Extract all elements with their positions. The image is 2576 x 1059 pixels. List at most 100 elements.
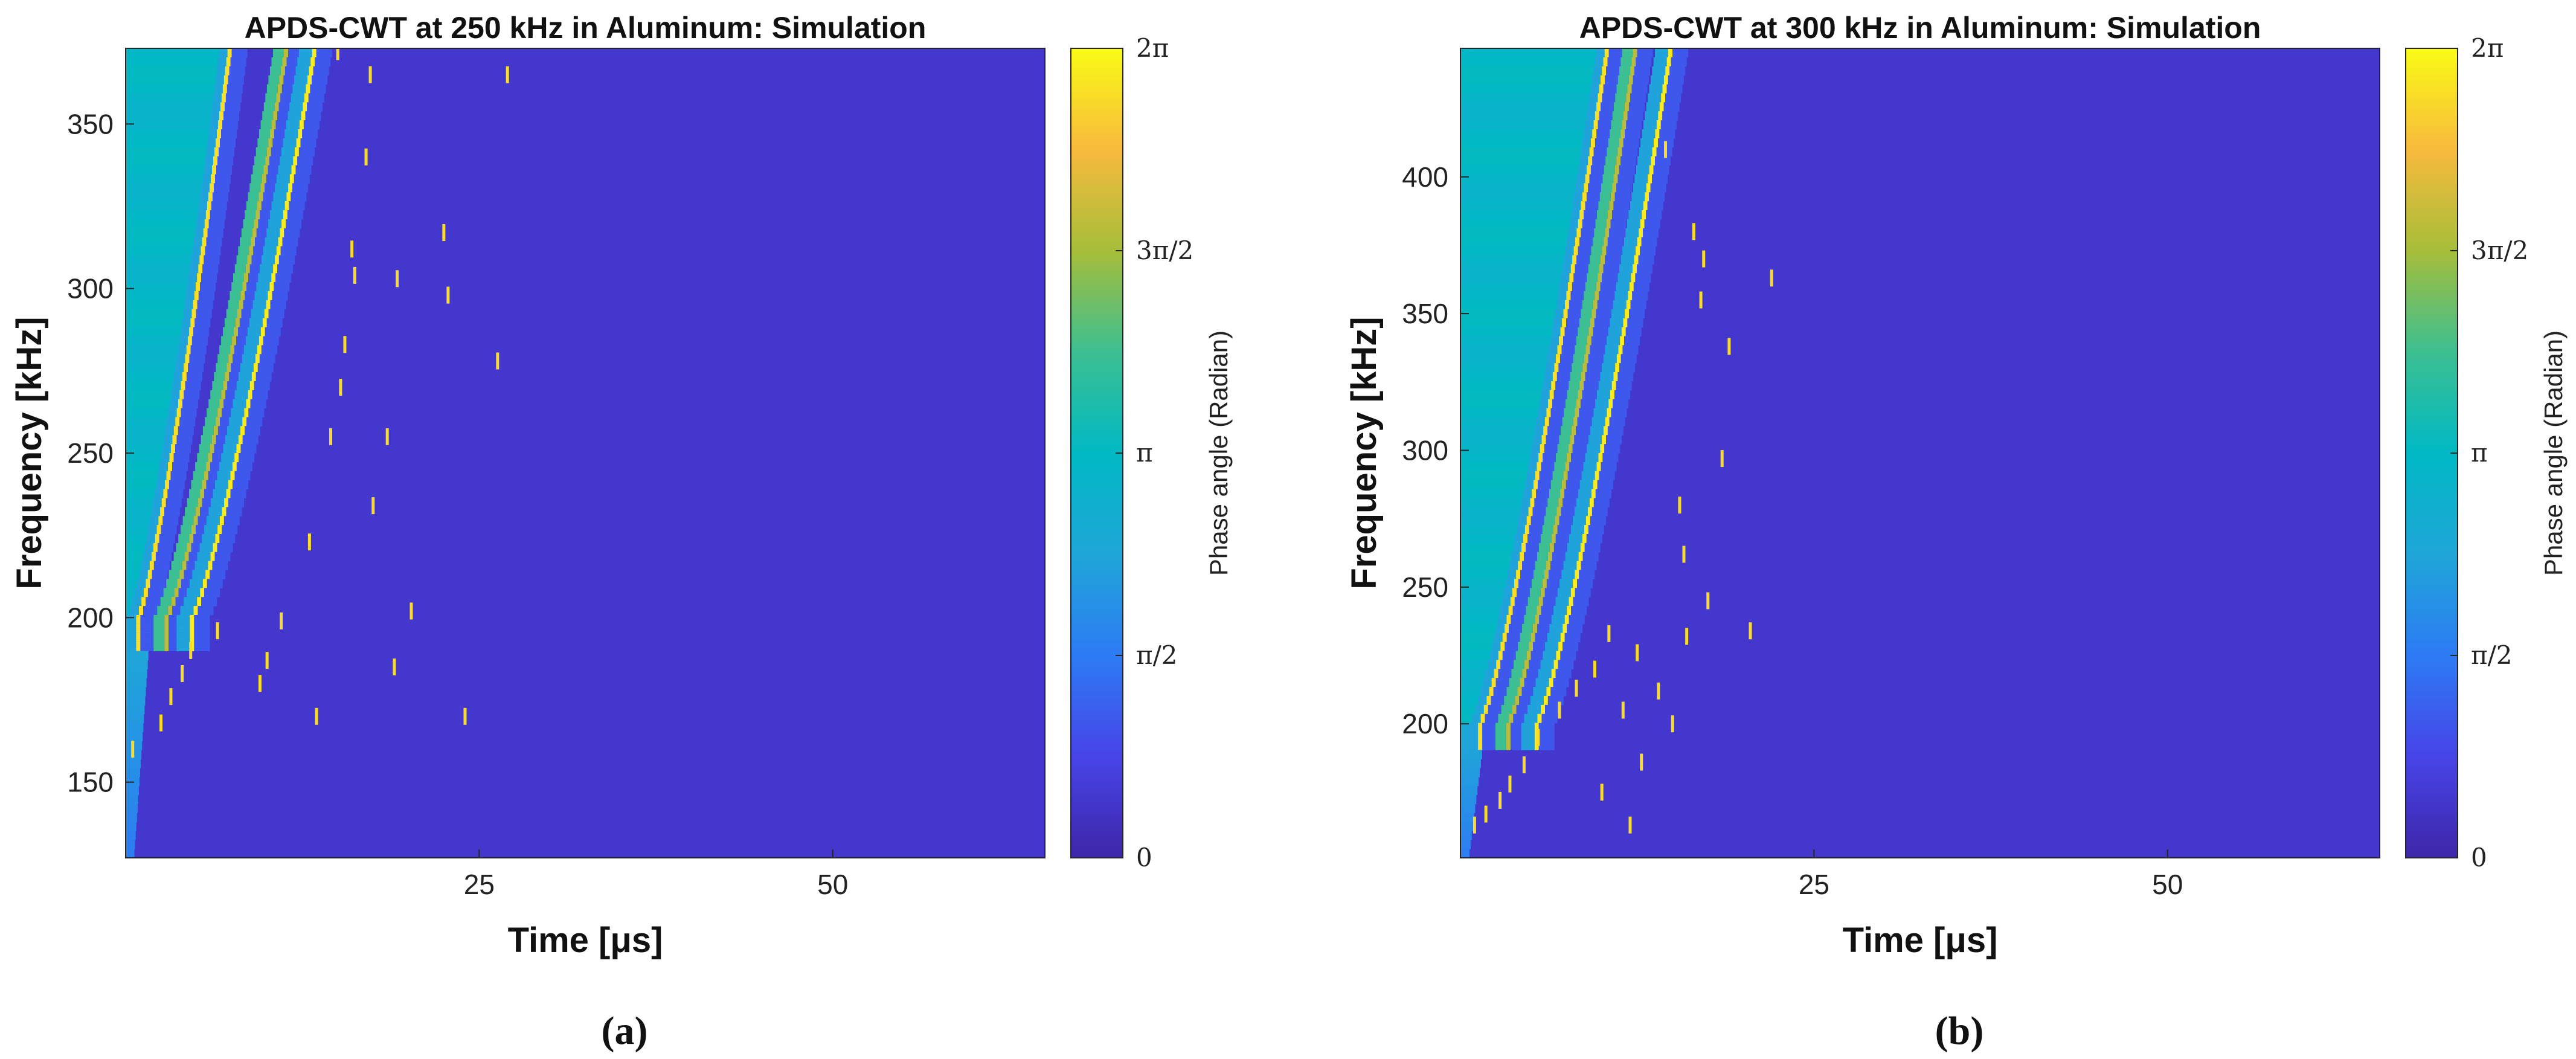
- wavefront-core: [1602, 66, 1607, 76]
- scatter-point: [1473, 816, 1476, 834]
- heatmap-row: [126, 849, 135, 858]
- heatmap-cell: [1589, 174, 1605, 184]
- heatmap-cell: [287, 210, 303, 220]
- heatmap-cell: [262, 111, 274, 121]
- heatmap-cell: [271, 57, 283, 67]
- heatmap-cell: [1579, 570, 1595, 579]
- wavefront-core: [1613, 174, 1618, 184]
- heatmap-cell: [1635, 273, 1651, 283]
- wavefront-core: [164, 480, 169, 490]
- heatmap-cell: [231, 408, 245, 417]
- heatmap-cell: [1599, 192, 1611, 202]
- heatmap-cell: [169, 399, 178, 409]
- wavefront-core: [1551, 381, 1556, 391]
- heatmap-cell: [1619, 363, 1636, 373]
- wavefront-core: [1512, 588, 1517, 597]
- heatmap-cell: [1460, 534, 1527, 544]
- heatmap-row: [126, 336, 279, 346]
- heatmap-cell: [1543, 651, 1556, 660]
- heatmap-cell: [213, 489, 226, 498]
- wavefront-core: [1587, 507, 1592, 517]
- heatmap-cell: [1585, 120, 1594, 130]
- heatmap-row: [1460, 354, 1637, 364]
- heatmap-cell: [1541, 390, 1550, 400]
- y-tick-label: 200: [67, 602, 114, 633]
- heatmap-cell: [126, 219, 208, 229]
- scatter-point: [463, 707, 467, 725]
- wavefront-core: [218, 120, 223, 130]
- heatmap-cell: [1539, 471, 1555, 481]
- heatmap-cell: [1588, 102, 1597, 112]
- heatmap-cell: [1631, 192, 1645, 202]
- wavefront-core: [1486, 696, 1491, 706]
- heatmap-cell: [1559, 516, 1575, 526]
- wavefront-core: [184, 552, 189, 562]
- heatmap-cell: [1460, 93, 1602, 103]
- wavefront-core: [1572, 426, 1576, 436]
- heatmap-cell: [263, 336, 279, 346]
- heatmap-cell: [1538, 723, 1555, 733]
- colorbar-tick-label: π/2: [1136, 640, 1177, 670]
- heatmap-row: [126, 480, 249, 490]
- wavefront-core: [1576, 561, 1581, 571]
- heatmap-cell: [1498, 713, 1509, 724]
- heatmap-cell: [233, 480, 249, 490]
- wavefront-core: [1549, 678, 1553, 687]
- heatmap-row: [126, 291, 288, 301]
- heatmap-cell: [1578, 489, 1592, 498]
- heatmap-row: [1460, 408, 1627, 417]
- heatmap-cell: [157, 606, 169, 616]
- heatmap-cell: [1576, 498, 1590, 507]
- wavefront-core: [196, 507, 201, 517]
- heatmap-row: [1460, 615, 1585, 625]
- heatmap-row: [126, 713, 144, 724]
- heatmap-row: [126, 318, 283, 328]
- heatmap-cell: [198, 291, 214, 301]
- heatmap-cell: [1605, 345, 1619, 355]
- heatmap-cell: [1595, 138, 1611, 148]
- heatmap-row: [1460, 623, 1583, 634]
- wavefront-core: [1520, 552, 1524, 562]
- wavefront-core: [1626, 93, 1631, 103]
- heatmap-row: [126, 489, 246, 498]
- heatmap-cell: [307, 102, 323, 112]
- heatmap-row: [126, 453, 255, 463]
- heatmap-cell: [1594, 318, 1610, 328]
- heatmap-cell: [180, 525, 191, 535]
- panel-a-colorbar: [1070, 48, 1123, 858]
- heatmap-row: [126, 462, 252, 472]
- wavefront-core: [168, 462, 173, 472]
- heatmap-cell: [1570, 291, 1587, 301]
- heatmap-cell: [1460, 444, 1544, 454]
- heatmap-cell: [160, 597, 172, 607]
- heatmap-row: [1460, 174, 1668, 184]
- heatmap-cell: [1611, 309, 1625, 319]
- wavefront-core: [1509, 713, 1514, 724]
- heatmap-row: [126, 372, 272, 382]
- heatmap-cell: [194, 318, 211, 328]
- heatmap-cell: [187, 588, 201, 597]
- heatmap-cell: [126, 372, 186, 382]
- heatmap-row: [1460, 723, 1555, 733]
- heatmap-cell: [219, 534, 236, 544]
- heatmap-cell: [211, 102, 220, 112]
- heatmap-cell: [187, 498, 198, 507]
- heatmap-row: [126, 623, 210, 634]
- heatmap-cell: [1543, 453, 1559, 463]
- heatmap-cell: [1550, 480, 1562, 490]
- heatmap-row: [126, 660, 148, 669]
- heatmap-cell: [1460, 156, 1592, 166]
- scatter-point: [1484, 805, 1488, 823]
- heatmap-cell: [126, 687, 146, 697]
- wavefront-core: [1622, 120, 1627, 130]
- heatmap-cell: [1559, 354, 1576, 364]
- heatmap-cell: [1482, 732, 1498, 741]
- wavefront-core: [176, 408, 181, 417]
- y-tick-label: 200: [1402, 708, 1448, 739]
- wavefront-core: [177, 579, 182, 588]
- wavefront-core: [1610, 192, 1615, 202]
- heatmap-cell: [1524, 713, 1538, 724]
- heatmap-row: [1460, 588, 1591, 597]
- scatter-point: [189, 642, 193, 659]
- heatmap-cell: [1593, 408, 1607, 417]
